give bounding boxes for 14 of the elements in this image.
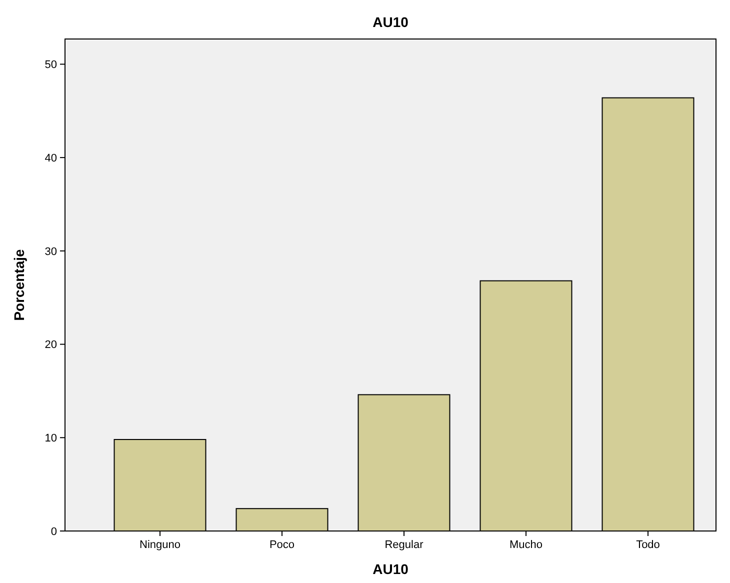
chart-title: AU10 [372, 14, 409, 30]
y-tick-label: 50 [44, 59, 57, 72]
x-tick-label: Regular [384, 539, 424, 551]
y-tick-label: 30 [44, 246, 57, 258]
x-tick-label: Mucho [509, 539, 543, 551]
y-axis-title: Porcentaje [11, 248, 27, 321]
x-axis-title: AU10 [372, 561, 409, 577]
x-tick-label: Poco [269, 539, 295, 551]
x-tick-label: Ninguno [140, 539, 180, 551]
y-tick-label: 10 [44, 432, 57, 444]
y-tick-label: 0 [50, 526, 57, 538]
y-tick-label: 40 [44, 152, 57, 164]
x-tick-label: Todo [636, 539, 660, 551]
y-tick-label: 20 [44, 339, 57, 352]
